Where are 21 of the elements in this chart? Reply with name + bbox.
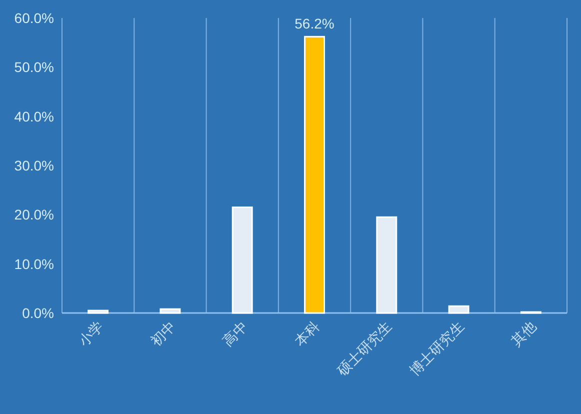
x-tick-label: 高中 (220, 318, 252, 350)
x-tick-label: 小学 (76, 318, 107, 350)
bar (376, 216, 398, 314)
y-tick-label: 50.0% (14, 59, 54, 76)
bar (304, 36, 325, 314)
y-tick-label: 10.0% (14, 256, 54, 272)
x-tick-label: 博士研究生 (406, 318, 468, 380)
data-label: 56.2% (294, 16, 334, 32)
x-tick-label: 其他 (508, 318, 540, 350)
y-tick-label: 60.0% (14, 10, 54, 26)
y-tick-label: 20.0% (14, 206, 54, 223)
bar (448, 305, 470, 314)
bar (88, 310, 109, 314)
x-tick-label: 本科 (292, 318, 324, 350)
x-tick-label: 硕士研究生 (334, 318, 396, 380)
bar (232, 206, 253, 314)
y-tick-label: 30.0% (14, 158, 54, 174)
y-tick-label: 40.0% (14, 108, 54, 124)
bar (160, 308, 181, 314)
y-tick-label: 0.0% (22, 305, 54, 321)
x-tick-label: 初中 (148, 318, 180, 350)
